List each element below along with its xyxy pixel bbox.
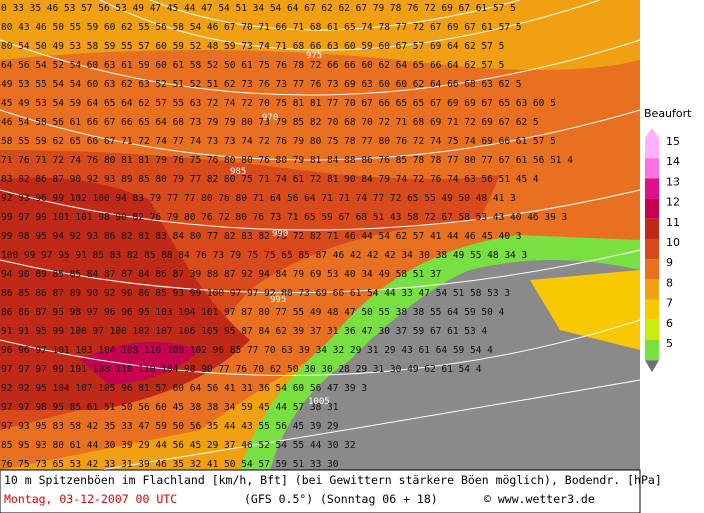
- legend-swatch: [645, 340, 659, 361]
- legend-swatch: [645, 299, 659, 320]
- isobar-label: 975: [306, 51, 322, 61]
- value-row: 86 86 87 95 98 97 96 96 95 103 104 101 9…: [1, 307, 505, 318]
- legend-arrow-bottom: [645, 360, 659, 373]
- legend-title: Beaufort: [644, 107, 692, 120]
- value-row: 91 91 95 99 100 97 100 102 107 106 105 9…: [1, 326, 487, 337]
- value-row: 97 93 95 83 58 42 35 33 47 59 50 56 35 4…: [1, 421, 339, 432]
- value-row: 97 97 97 99 101 108 110 110 104 98 90 77…: [1, 364, 482, 375]
- legend-label: 12: [666, 196, 680, 209]
- legend-swatch: [645, 158, 659, 179]
- value-row: 80 54 50 49 53 58 59 55 57 60 59 52 48 5…: [1, 41, 504, 52]
- legend-label: 14: [666, 155, 680, 168]
- legend-label: 5: [666, 337, 673, 350]
- legend-swatch: [645, 279, 659, 300]
- footer-date: Montag, 03-12-2007 00 UTC: [4, 492, 177, 506]
- value-row: 94 90 89 85 85 84 87 87 84 86 87 39 88 8…: [1, 269, 441, 280]
- legend-swatch: [645, 218, 659, 239]
- isobars: [0, 0, 641, 471]
- footer-credit: © www.wetter3.de: [484, 492, 595, 506]
- value-row: 46 54 58 56 61 66 67 66 65 64 68 73 79 7…: [1, 117, 539, 128]
- legend-swatch: [645, 259, 659, 280]
- footer-model: (GFS 0.5°): [244, 492, 313, 506]
- legend-label: 7: [666, 297, 673, 310]
- value-row: 97 97 98 95 85 61 51 50 56 60 45 38 38 3…: [1, 402, 339, 413]
- legend-label: 13: [666, 175, 680, 188]
- value-row: 71 76 71 72 74 76 80 81 81 79 76 75 76 8…: [1, 155, 573, 166]
- wind-area: [530, 270, 640, 350]
- value-row: 85 95 93 80 61 44 30 39 29 44 56 45 29 3…: [1, 440, 356, 451]
- footer-run: (Sonntag 06 + 18): [320, 492, 438, 506]
- value-row: 99 97 99 101 101 98 90 82 76 79 80 76 72…: [1, 212, 567, 223]
- legend-swatch: [645, 239, 659, 260]
- value-row: 92 92 95 104 107 105 96 81 57 60 64 56 4…: [1, 383, 367, 394]
- isobar-label: 1005: [308, 397, 330, 407]
- value-row: 0 33 35 46 53 57 56 53 49 47 45 44 47 54…: [1, 3, 516, 14]
- legend-label: 9: [666, 256, 673, 269]
- legend-label: 6: [666, 317, 673, 330]
- value-row: 99 98 95 94 92 93 86 82 81 83 84 80 77 8…: [1, 231, 521, 242]
- value-row: 92 93 96 99 102 100 94 83 79 77 77 80 76…: [1, 193, 516, 204]
- legend-swatch: [645, 198, 659, 219]
- value-row: 64 56 54 52 54 60 63 61 59 60 61 58 52 5…: [1, 60, 504, 71]
- legend-label: 8: [666, 276, 673, 289]
- land: [270, 260, 640, 470]
- isobar-label: 970: [262, 113, 278, 123]
- value-row: 86 85 86 87 89 90 92 90 86 85 93 99 100 …: [1, 288, 510, 299]
- legend-swatch: [645, 319, 659, 340]
- value-row: 96 96 97 101 103 104 108 110 108 102 96 …: [1, 345, 493, 356]
- map: 0 33 35 46 53 57 56 53 49 47 45 44 47 54…: [0, 0, 641, 471]
- isobar-label: 985: [230, 167, 246, 177]
- value-row: 58 55 59 62 65 66 67 71 72 74 77 74 73 7…: [1, 136, 556, 147]
- legend-label: 15: [666, 135, 680, 148]
- footer-caption: 10 m Spitzenböen im Flachland [km/h, Bft…: [4, 473, 662, 487]
- value-row: 100 99 97 95 91 85 83 82 85 88 84 76 73 …: [1, 250, 527, 261]
- legend: Beaufort 15 14 13 12 11 10 9 8 7 6 5: [644, 107, 692, 373]
- value-grid: 0 33 35 46 53 57 56 53 49 47 45 44 47 54…: [1, 3, 573, 470]
- legend-arrow-top: [645, 128, 659, 138]
- value-row: 45 49 53 54 59 64 65 64 62 57 55 63 72 7…: [1, 98, 556, 109]
- footer: [0, 469, 641, 513]
- isobar-label: 990: [272, 229, 288, 239]
- legend-swatch: [645, 178, 659, 199]
- legend-label: 11: [666, 216, 680, 229]
- legend-label: 10: [666, 236, 680, 249]
- value-row: 76 75 73 65 53 42 33 31 39 46 35 32 41 5…: [1, 459, 339, 470]
- value-row: 49 53 55 54 54 60 63 62 63 52 51 52 51 6…: [1, 79, 521, 90]
- value-row: 83 82 86 87 90 92 93 89 85 80 79 77 82 8…: [1, 174, 539, 185]
- isobar-label: 995: [270, 295, 286, 305]
- value-row: 80 43 46 50 55 59 60 62 55 56 58 54 46 6…: [1, 22, 521, 33]
- legend-swatch: [645, 138, 659, 159]
- wind-area: [80, 342, 200, 385]
